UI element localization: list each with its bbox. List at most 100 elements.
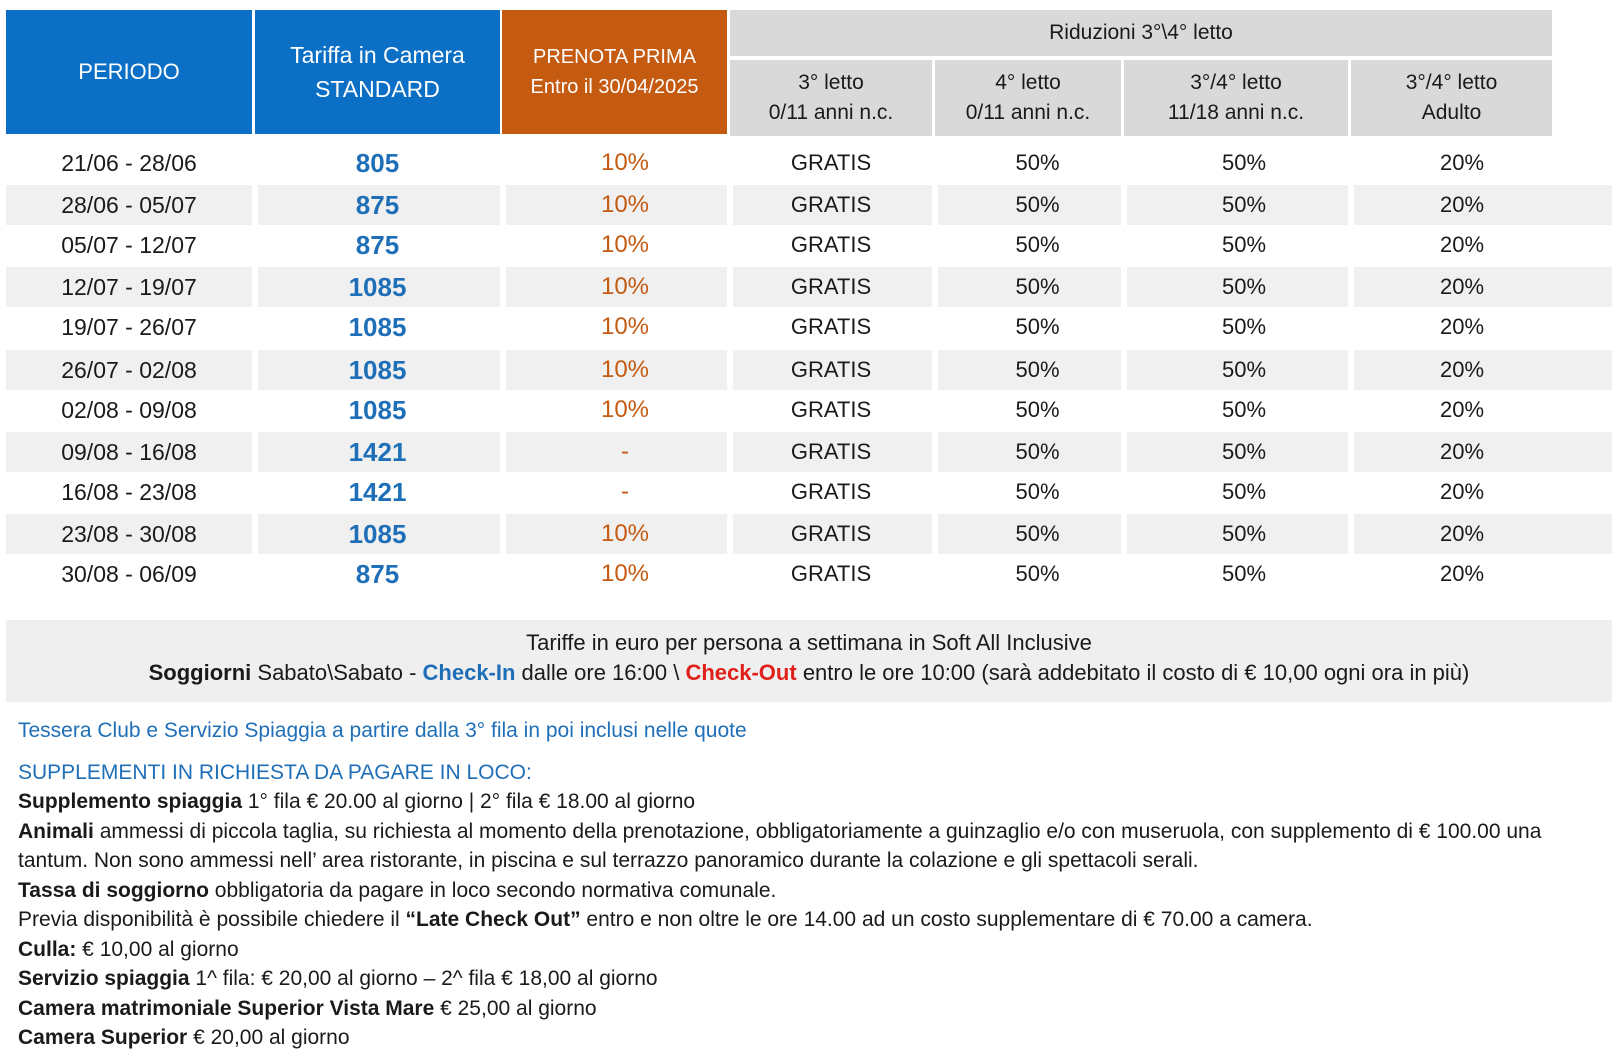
cell-r2: 50% <box>1015 561 1060 586</box>
note-item-bold: “Late Check Out” <box>405 908 581 931</box>
cell-r2: 50% <box>1015 232 1060 257</box>
cell-period: 16/08 - 23/08 <box>61 478 197 505</box>
cell-period: 28/06 - 05/07 <box>61 191 197 218</box>
header-prenota: PRENOTA PRIMA Entro il 30/04/2025 <box>502 10 727 134</box>
cell-r3: 50% <box>1221 357 1267 382</box>
cell-r2: 50% <box>1015 397 1060 422</box>
notes-items: Supplemento spiaggia 1° fila € 20.00 al … <box>18 787 1578 1053</box>
cell-r2: 50% <box>1015 479 1060 504</box>
table-row: 26/07 - 02/08 1085 10% GRATIS 50% 50% 20% <box>6 350 1612 390</box>
footer-checkout: Check-Out <box>685 660 797 685</box>
footer-band: Tariffe in euro per persona a settimana … <box>6 620 1612 702</box>
cell-r2: 50% <box>1015 357 1060 382</box>
cell-price: 875 <box>355 229 400 260</box>
cell-r3: 50% <box>1221 232 1267 257</box>
header-tariffa-line1: Tariffa in Camera <box>290 42 465 68</box>
note-item-text: ammessi di piccola taglia, su richiesta … <box>18 819 1542 873</box>
cell-price: 805 <box>355 147 400 178</box>
cell-r1: GRATIS <box>790 150 872 175</box>
cell-period: 09/08 - 16/08 <box>61 438 197 465</box>
cell-r1: GRATIS <box>790 314 872 339</box>
cell-price: 875 <box>355 189 400 220</box>
cell-r4: 20% <box>1439 357 1485 382</box>
header-periodo: PERIODO <box>6 10 252 134</box>
cell-price: 1085 <box>348 354 407 385</box>
note-item: Tassa di soggiorno obbligatoria da pagar… <box>18 876 1578 906</box>
cell-period: 26/07 - 02/08 <box>61 356 197 383</box>
cell-price: 1085 <box>348 311 407 342</box>
note-item: Servizio spiaggia 1^ fila: € 20,00 al gi… <box>18 964 1578 994</box>
header-sub-4-line1: 3°/4° letto <box>1405 71 1498 94</box>
cell-prenota: 10% <box>600 191 650 218</box>
cell-r1: GRATIS <box>790 397 872 422</box>
header-sub-4: 3°/4° letto Adulto <box>1351 60 1552 136</box>
footer-sabato: Sabato\Sabato - <box>251 660 423 685</box>
cell-price: 875 <box>355 558 400 589</box>
cell-prenota: - <box>621 438 629 465</box>
cell-r1: GRATIS <box>790 479 872 504</box>
cell-r1: GRATIS <box>790 232 872 257</box>
note-item-text: obbligatoria da pagare in loco secondo n… <box>208 878 777 902</box>
cell-r4: 20% <box>1439 274 1485 299</box>
header-sub-1: 3° letto 0/11 anni n.c. <box>730 60 932 136</box>
cell-r2: 50% <box>1015 439 1060 464</box>
header-sub-2-line1: 4° letto <box>995 71 1061 94</box>
cell-price: 1085 <box>348 271 407 302</box>
cell-r2: 50% <box>1015 521 1060 546</box>
cell-r1: GRATIS <box>790 192 872 217</box>
footer-soggiorni: Soggiorni <box>148 660 252 685</box>
note-item-text: € 10,00 al giorno <box>76 937 239 961</box>
note-item: Camera matrimoniale Superior Vista Mare … <box>18 994 1578 1024</box>
cell-price: 1085 <box>348 394 407 425</box>
cell-prenota: 10% <box>600 520 650 547</box>
column-divider <box>1348 140 1354 620</box>
cell-r4: 20% <box>1439 192 1485 217</box>
cell-prenota: 10% <box>600 396 650 423</box>
cell-r1: GRATIS <box>790 521 872 546</box>
header-tariffa: Tariffa in Camera STANDARD <box>255 10 500 134</box>
cell-r3: 50% <box>1221 521 1267 546</box>
cell-r3: 50% <box>1221 274 1267 299</box>
cell-prenota: 10% <box>600 273 650 300</box>
cell-r2: 50% <box>1015 314 1060 339</box>
cell-r1: GRATIS <box>790 357 872 382</box>
cell-period: 19/07 - 26/07 <box>61 313 197 340</box>
note-item-text: € 20,00 al giorno <box>187 1026 350 1049</box>
column-divider <box>932 140 938 620</box>
column-divider <box>252 140 258 620</box>
header-sub-2-line2: 0/11 anni n.c. <box>965 101 1091 124</box>
table-row: 23/08 - 30/08 1085 10% GRATIS 50% 50% 20% <box>6 514 1612 554</box>
note-item: Previa disponibilità è possibile chieder… <box>18 905 1578 935</box>
cell-r4: 20% <box>1439 439 1485 464</box>
cell-price: 1421 <box>348 436 407 467</box>
cell-r3: 50% <box>1221 150 1267 175</box>
note-item-label: Servizio spiaggia <box>18 967 190 990</box>
column-divider <box>727 140 733 620</box>
cell-r2: 50% <box>1015 192 1060 217</box>
table-row: 28/06 - 05/07 875 10% GRATIS 50% 50% 20% <box>6 185 1612 225</box>
note-item-label: Camera Superior <box>18 1026 188 1049</box>
header-periodo-label: PERIODO <box>78 59 180 84</box>
footer-checkin-time: dalle ore 16:00 \ <box>515 660 686 685</box>
cell-r4: 20% <box>1439 521 1485 546</box>
cell-r3: 50% <box>1221 397 1267 422</box>
cell-prenota: 10% <box>600 356 650 383</box>
header-sub-2: 4° letto 0/11 anni n.c. <box>935 60 1121 136</box>
cell-period: 21/06 - 28/06 <box>61 149 197 176</box>
footer-line2: Soggiorni Sabato\Sabato - Check-In dalle… <box>6 658 1612 688</box>
cell-r3: 50% <box>1221 314 1267 339</box>
note-item: Camera Superior € 20,00 al giorno <box>18 1023 1578 1053</box>
cell-prenota: 10% <box>600 313 650 340</box>
header-riduzioni: Riduzioni 3°\4° letto <box>730 10 1552 56</box>
cell-r2: 50% <box>1015 274 1060 299</box>
note-item-text-after: entro e non oltre le ore 14.00 ad un cos… <box>580 908 1313 931</box>
cell-r3: 50% <box>1221 561 1267 586</box>
note-item: Supplemento spiaggia 1° fila € 20.00 al … <box>18 787 1578 817</box>
note-item-text: 1° fila € 20.00 al giorno | 2° fila € 18… <box>242 790 696 813</box>
cell-r4: 20% <box>1439 150 1485 175</box>
cell-r4: 20% <box>1439 561 1485 586</box>
header-tariffa-line2: STANDARD <box>315 76 440 102</box>
cell-r1: GRATIS <box>790 439 872 464</box>
header-sub-3-line1: 3°/4° letto <box>1190 71 1282 94</box>
cell-price: 1421 <box>348 476 407 507</box>
